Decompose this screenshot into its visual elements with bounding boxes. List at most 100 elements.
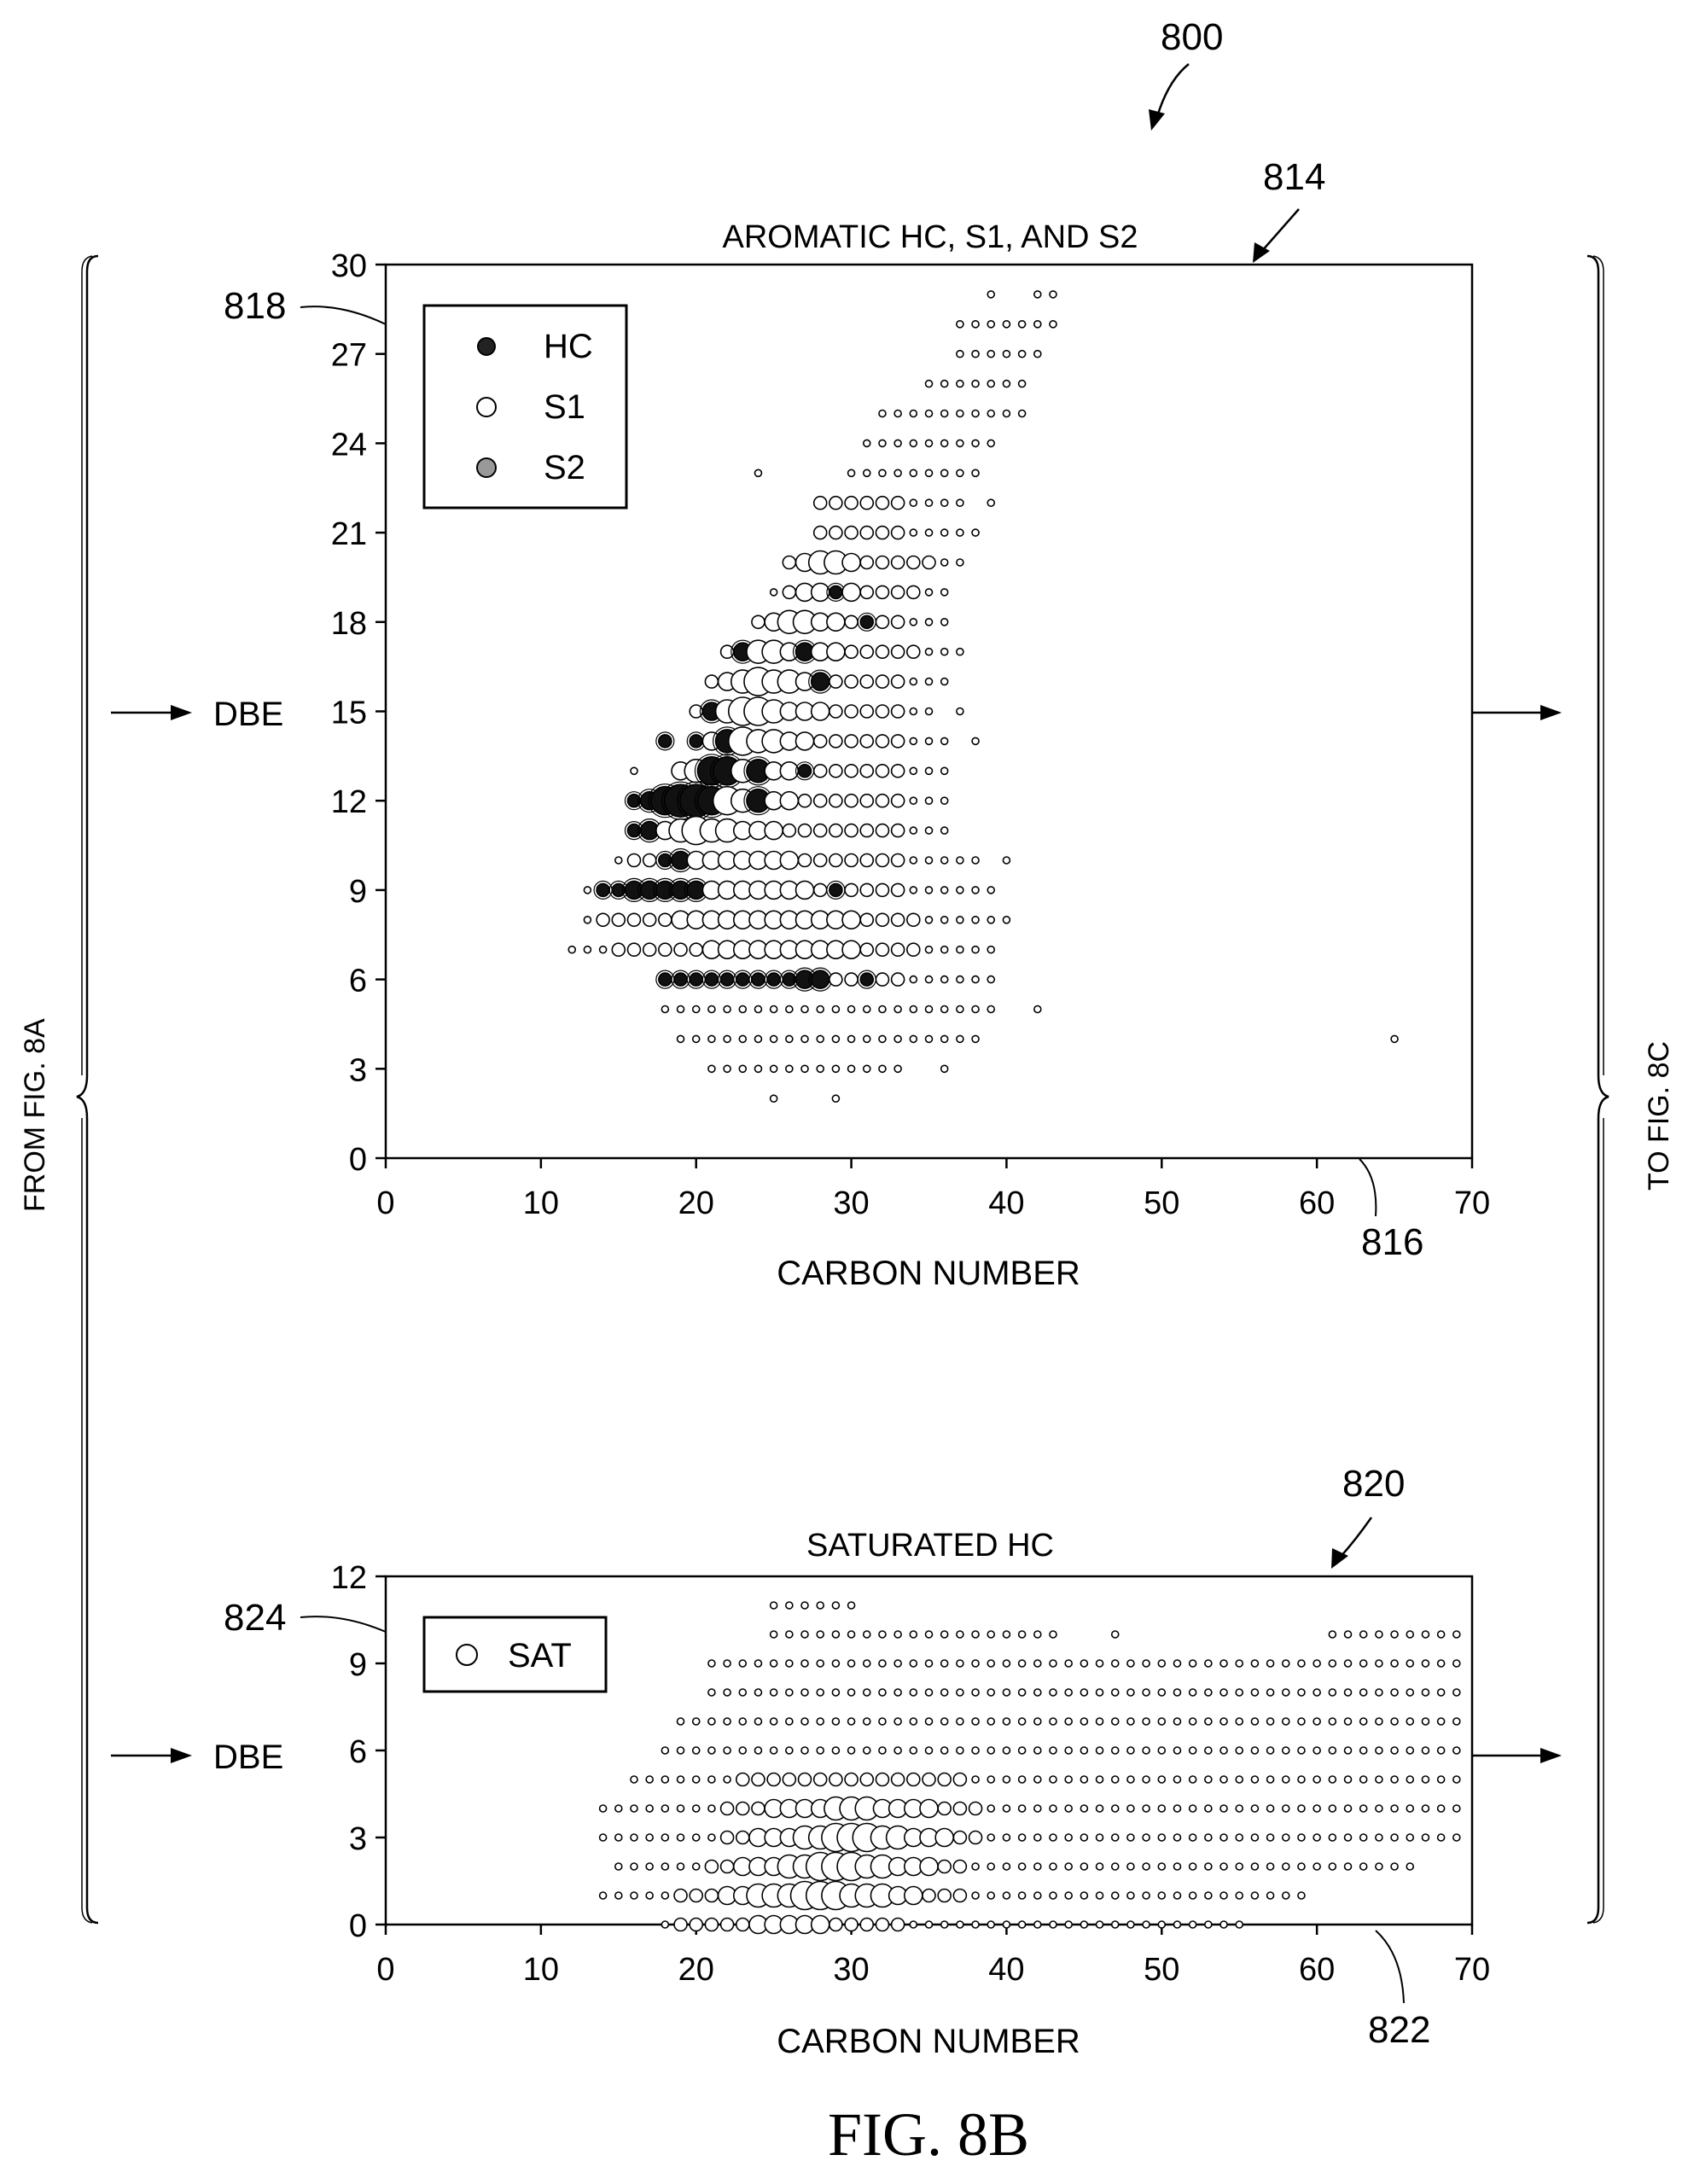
aromatic-point-s1 bbox=[583, 916, 592, 924]
saturated-point-sat bbox=[1313, 1862, 1321, 1871]
saturated-point-sat bbox=[1080, 1775, 1089, 1784]
aromatic-point-s1 bbox=[630, 766, 638, 776]
aromatic-point-s1 bbox=[829, 793, 843, 808]
aromatic-point-s1 bbox=[754, 1034, 763, 1044]
saturated-point-sat bbox=[1080, 1833, 1089, 1842]
aromatic-point-s1 bbox=[890, 674, 905, 689]
saturated-point-sat bbox=[1173, 1804, 1182, 1813]
saturated-point-sat bbox=[987, 1717, 996, 1726]
saturated-point-sat bbox=[909, 1688, 918, 1697]
saturated-point-sat bbox=[1235, 1688, 1244, 1697]
saturated-point-sat bbox=[952, 1888, 968, 1903]
aromatic-point-s1 bbox=[1049, 290, 1057, 299]
aromatic-ytick-label: 30 bbox=[331, 248, 367, 284]
saturated-point-sat bbox=[1281, 1862, 1290, 1871]
saturated-point-sat bbox=[1390, 1775, 1399, 1784]
aromatic-point-s1 bbox=[829, 823, 843, 838]
saturated-point-sat bbox=[661, 1891, 670, 1900]
saturated-point-sat bbox=[1080, 1717, 1089, 1726]
aromatic-point-s1 bbox=[1049, 319, 1057, 329]
saturated-point-sat bbox=[1328, 1775, 1337, 1784]
saturated-point-sat bbox=[1219, 1746, 1228, 1755]
aromatic-point-s1 bbox=[829, 525, 843, 540]
saturated-point-sat bbox=[1095, 1804, 1104, 1813]
aromatic-point-s1 bbox=[956, 439, 964, 448]
saturated-point-sat bbox=[800, 1601, 809, 1610]
saturated-point-sat bbox=[1033, 1891, 1042, 1900]
aromatic-point-s1 bbox=[875, 853, 890, 868]
saturated-point-sat bbox=[987, 1920, 996, 1929]
aromatic-ytick-label: 24 bbox=[331, 427, 367, 463]
saturated-point-sat bbox=[956, 1746, 964, 1755]
aromatic-point-s1 bbox=[924, 916, 934, 924]
saturated-point-sat bbox=[769, 1659, 778, 1668]
saturated-point-sat bbox=[1204, 1920, 1213, 1929]
saturated-point-sat bbox=[1110, 1891, 1120, 1900]
saturated-point-sat bbox=[1126, 1804, 1135, 1813]
aromatic-point-hc bbox=[658, 972, 672, 987]
aromatic-point-s1 bbox=[940, 588, 949, 597]
aromatic-point-s1 bbox=[924, 498, 934, 508]
saturated-point-sat bbox=[1406, 1862, 1415, 1871]
saturated-point-sat bbox=[676, 1833, 685, 1842]
aromatic-point-s1 bbox=[971, 439, 980, 448]
saturated-ytick-label: 12 bbox=[331, 1560, 367, 1596]
aromatic-point-s1 bbox=[859, 674, 875, 689]
saturated-point-sat bbox=[1204, 1659, 1213, 1668]
saturated-point-sat bbox=[782, 1772, 797, 1787]
saturated-point-sat bbox=[1390, 1659, 1399, 1668]
saturated-point-sat bbox=[1017, 1920, 1027, 1929]
aromatic-point-s1 bbox=[940, 469, 949, 478]
aromatic-point-s1 bbox=[797, 793, 812, 808]
aromatic-point-s1 bbox=[924, 826, 934, 835]
saturated-point-sat bbox=[1095, 1862, 1104, 1871]
aromatic-point-s1 bbox=[909, 856, 918, 865]
saturated-point-sat bbox=[1250, 1688, 1260, 1697]
saturated-point-sat bbox=[1110, 1659, 1120, 1668]
aromatic-point-s1 bbox=[829, 495, 843, 510]
aromatic-xtick-label: 50 bbox=[1144, 1185, 1179, 1221]
saturated-point-sat bbox=[1235, 1891, 1244, 1900]
aromatic-point-s1 bbox=[812, 525, 828, 540]
saturated-point-sat bbox=[847, 1717, 856, 1726]
saturated-point-sat bbox=[1436, 1630, 1446, 1639]
saturated-point-sat bbox=[1219, 1833, 1228, 1842]
aromatic-point-s1 bbox=[614, 856, 623, 865]
aromatic-point-s1 bbox=[611, 912, 626, 928]
saturated-xaxis-ref-line bbox=[1375, 1930, 1405, 2004]
saturated-point-sat bbox=[1126, 1659, 1135, 1668]
aromatic-point-s1 bbox=[909, 1034, 918, 1044]
aromatic-point-s1 bbox=[940, 766, 949, 776]
aromatic-point-s1 bbox=[890, 614, 905, 630]
saturated-point-sat bbox=[937, 1888, 952, 1903]
aromatic-point-s1 bbox=[956, 856, 964, 865]
aromatic-point-s1 bbox=[956, 349, 964, 358]
saturated-point-sat bbox=[1266, 1717, 1275, 1726]
saturated-point-sat bbox=[1297, 1775, 1306, 1784]
saturated-point-sat bbox=[1452, 1775, 1461, 1784]
aromatic-point-s1 bbox=[956, 886, 964, 894]
aromatic-point-s1 bbox=[940, 856, 949, 865]
saturated-point-sat bbox=[1406, 1688, 1415, 1697]
aromatic-point-s1 bbox=[971, 737, 980, 746]
aromatic-point-s1 bbox=[812, 734, 828, 748]
saturated-point-sat bbox=[924, 1920, 934, 1929]
saturated-point-sat bbox=[1064, 1688, 1073, 1697]
saturated-point-sat bbox=[676, 1717, 685, 1726]
saturated-point-sat bbox=[1266, 1746, 1275, 1755]
saturated-point-sat bbox=[952, 1772, 968, 1787]
saturated-point-sat bbox=[723, 1746, 731, 1755]
aromatic-point-s1 bbox=[611, 942, 626, 957]
aromatic-point-s1 bbox=[890, 882, 905, 898]
aromatic-point-s1 bbox=[971, 975, 980, 984]
aromatic-point-s1 bbox=[906, 644, 921, 660]
aromatic-ytick-label: 12 bbox=[331, 784, 367, 820]
saturated-point-sat bbox=[689, 1888, 704, 1903]
saturated-point-sat bbox=[1157, 1775, 1167, 1784]
saturated-point-sat bbox=[707, 1833, 716, 1842]
saturated-point-sat bbox=[1142, 1717, 1150, 1726]
aromatic-point-s1 bbox=[859, 823, 875, 838]
saturated-point-sat bbox=[971, 1746, 980, 1755]
saturated-point-sat bbox=[785, 1688, 794, 1697]
aromatic-point-s1 bbox=[878, 439, 887, 448]
